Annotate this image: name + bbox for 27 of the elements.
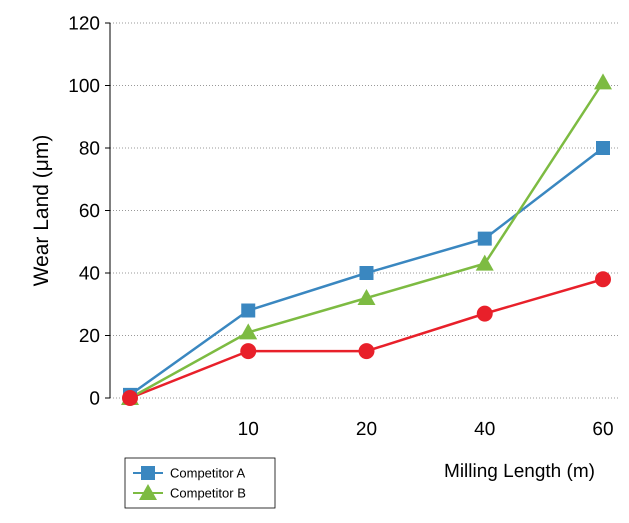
point <box>241 304 256 318</box>
x-tick-label: 60 <box>592 419 614 440</box>
point <box>596 141 610 155</box>
x-tick-label: 10 <box>238 419 259 440</box>
legend-label: Competitor A <box>170 466 246 481</box>
point <box>358 289 376 305</box>
y-axis-title: Wear Land (μm) <box>30 134 53 286</box>
y-tick-label: 100 <box>68 76 100 98</box>
point <box>358 343 374 360</box>
point <box>594 73 612 90</box>
y-tick-label: 60 <box>78 201 100 222</box>
x-tick-label: 40 <box>474 419 496 440</box>
point <box>476 254 494 271</box>
x-axis-title: Milling Length (m) <box>444 461 595 482</box>
y-tick-label: 0 <box>89 388 100 410</box>
x-tick-label: 20 <box>356 419 378 440</box>
point <box>595 271 611 288</box>
point <box>478 232 492 246</box>
y-tick-label: 40 <box>78 264 100 285</box>
y-tick-label: 20 <box>78 326 100 348</box>
point <box>360 266 374 280</box>
legend-label: Competitor B <box>170 486 246 501</box>
point <box>240 343 256 360</box>
y-tick-label: 120 <box>68 14 100 35</box>
y-tick-label: 80 <box>78 138 100 160</box>
point <box>476 306 493 322</box>
point <box>239 323 258 340</box>
